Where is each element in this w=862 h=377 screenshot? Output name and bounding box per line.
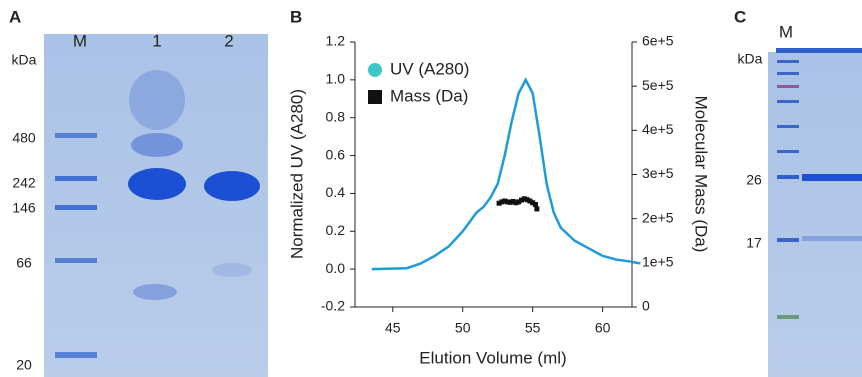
gel-c bbox=[768, 48, 862, 377]
marker-label: 146 bbox=[12, 200, 36, 216]
y-tick-label: 0.6 bbox=[326, 146, 346, 162]
y-tick-label: 1.0 bbox=[326, 71, 346, 87]
legend-label: Mass (Da) bbox=[390, 86, 468, 105]
y2-tick-label: 5e+5 bbox=[642, 77, 674, 93]
lane-label: 1 bbox=[152, 31, 161, 50]
y2-axis-label: Molecular Mass (Da) bbox=[692, 96, 711, 253]
marker-label: 26 bbox=[746, 172, 762, 188]
y-tick-label: 0.2 bbox=[326, 222, 346, 238]
x-tick-label: 50 bbox=[455, 320, 471, 336]
y2-tick-label: 0 bbox=[642, 298, 650, 314]
gel-a bbox=[44, 34, 268, 377]
legend-marker bbox=[368, 90, 382, 104]
x-tick-label: 45 bbox=[385, 320, 401, 336]
y2-tick-label: 4e+5 bbox=[642, 121, 674, 137]
y2-tick-label: 2e+5 bbox=[642, 209, 674, 225]
panel-letter: B bbox=[290, 7, 302, 26]
x-tick-label: 60 bbox=[595, 320, 611, 336]
panel-letter: A bbox=[9, 7, 21, 26]
legend-marker bbox=[368, 63, 382, 77]
y-tick-label: 0.4 bbox=[326, 184, 346, 200]
marker-label: 66 bbox=[16, 255, 32, 271]
mass-point bbox=[533, 202, 538, 207]
uv-line bbox=[372, 80, 641, 269]
mass-point bbox=[534, 206, 539, 211]
lane-label: M bbox=[73, 31, 87, 50]
panel-letter: C bbox=[734, 7, 746, 26]
unit-label: kDa bbox=[12, 52, 37, 68]
y-tick-label: 0.0 bbox=[326, 260, 346, 276]
y2-tick-label: 1e+5 bbox=[642, 254, 674, 270]
marker-label: 17 bbox=[746, 235, 762, 251]
y-axis-label: Normalized UV (A280) bbox=[287, 89, 306, 259]
figure: A M 1 2 kDa 480 242 146 66 20 C M kDa 26… bbox=[0, 0, 862, 377]
marker-label: 20 bbox=[16, 357, 32, 373]
page: {"panel_a": {"letter": "A", "lanes": ["M… bbox=[0, 0, 862, 377]
legend-label: UV (A280) bbox=[390, 59, 469, 78]
x-axis-label: Elution Volume (ml) bbox=[419, 348, 566, 367]
lane-label: M bbox=[779, 22, 793, 41]
y2-tick-label: 3e+5 bbox=[642, 165, 674, 181]
y-tick-label: 0.8 bbox=[326, 108, 346, 124]
y-tick-label: -0.2 bbox=[321, 298, 345, 314]
y-tick-label: 1.2 bbox=[326, 33, 346, 49]
marker-label: 480 bbox=[12, 130, 36, 146]
lane-label: 2 bbox=[224, 31, 233, 50]
x-tick-label: 55 bbox=[525, 320, 541, 336]
marker-label: 242 bbox=[12, 175, 36, 191]
unit-label: kDa bbox=[738, 51, 763, 67]
y2-tick-label: 6e+5 bbox=[642, 33, 674, 49]
